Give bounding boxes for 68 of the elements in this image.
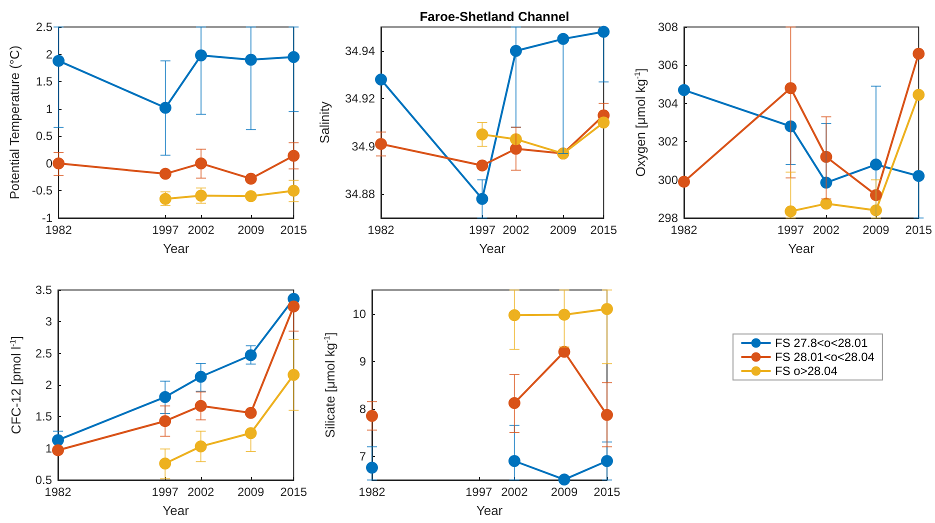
y-tick-label: -0.5 bbox=[32, 184, 53, 198]
x-tick-label: 2009 bbox=[862, 223, 890, 237]
legend-label: FS 28.01<o<28.04 bbox=[775, 350, 875, 364]
x-tick-label: 2015 bbox=[905, 223, 932, 237]
x-tick-label: 2002 bbox=[502, 223, 530, 237]
x-tick-label: 1982 bbox=[45, 223, 72, 237]
y-tick-label: 1.5 bbox=[36, 74, 53, 89]
x-tick-label: 2015 bbox=[280, 223, 308, 237]
x-axis-title: Year bbox=[162, 503, 190, 518]
x-tick-label: 1997 bbox=[468, 223, 496, 237]
x-axis-title: Year bbox=[788, 241, 816, 256]
x-tick-label: 2015 bbox=[280, 485, 308, 499]
y-tick-label: 34.94 bbox=[344, 44, 376, 58]
x-tick-label: 2002 bbox=[188, 223, 215, 237]
x-tick-label: 2002 bbox=[187, 485, 214, 499]
y-tick-label: 9 bbox=[359, 354, 366, 368]
x-tick-label: 2009 bbox=[550, 223, 577, 237]
legend-label: FS 27.8<o<28.01 bbox=[775, 336, 868, 350]
y-tick-label: 7 bbox=[359, 449, 366, 464]
x-tick-label: 2009 bbox=[237, 485, 264, 499]
y-tick-label: 3.5 bbox=[35, 283, 52, 297]
y-tick-label: 8 bbox=[359, 402, 366, 416]
x-tick-label: 1997 bbox=[777, 223, 804, 237]
y-tick-label: 304 bbox=[658, 96, 678, 110]
y-axis-title: Silicate [μmol kg-1] bbox=[322, 332, 338, 438]
y-tick-label: 1.5 bbox=[35, 410, 52, 424]
x-tick-label: 1982 bbox=[358, 485, 386, 499]
y-tick-label: 2 bbox=[46, 47, 53, 62]
y-tick-label: 34.88 bbox=[344, 187, 376, 202]
y-tick-label: 302 bbox=[658, 134, 678, 149]
y-tick-label: 2 bbox=[45, 378, 52, 392]
x-tick-label: 1982 bbox=[44, 485, 72, 499]
y-tick-label: 3 bbox=[45, 314, 52, 329]
legend-label: FS o>28.04 bbox=[775, 364, 838, 378]
y-tick-label: 10 bbox=[352, 306, 366, 321]
y-tick-label: 2.5 bbox=[36, 20, 53, 34]
y-tick-label: 1 bbox=[46, 102, 53, 116]
y-axis-title: Salinity bbox=[317, 101, 332, 144]
x-tick-label: 2015 bbox=[590, 223, 618, 237]
x-tick-label: 2002 bbox=[501, 485, 528, 499]
y-tick-label: 0.5 bbox=[36, 129, 53, 144]
x-axis-title: Year bbox=[479, 241, 506, 256]
x-tick-label: 1997 bbox=[465, 485, 492, 499]
y-tick-label: 1 bbox=[45, 441, 52, 456]
y-tick-label: 34.92 bbox=[344, 92, 376, 106]
x-tick-label: 2015 bbox=[594, 485, 621, 499]
y-tick-label: 306 bbox=[658, 58, 678, 72]
chart-title: Faroe-Shetland Channel bbox=[420, 9, 570, 24]
y-tick-label: 2.5 bbox=[35, 346, 52, 360]
y-tick-label: 300 bbox=[658, 172, 678, 187]
x-tick-label: 1982 bbox=[368, 223, 395, 237]
y-tick-label: 308 bbox=[658, 20, 678, 34]
x-tick-label: 1997 bbox=[152, 223, 180, 237]
y-tick-label: -1 bbox=[42, 211, 53, 225]
x-tick-label: 1997 bbox=[152, 485, 179, 499]
y-tick-label: 298 bbox=[658, 211, 678, 225]
y-axis-title: CFC-12 [pmol l-1] bbox=[8, 336, 24, 434]
y-tick-label: 34.9 bbox=[352, 139, 376, 154]
x-axis-title: Year bbox=[476, 503, 504, 518]
x-tick-label: 1982 bbox=[670, 223, 698, 237]
y-axis-title: Oxygen [μmol kg-1] bbox=[633, 68, 648, 177]
x-tick-label: 2009 bbox=[550, 485, 578, 499]
x-tick-label: 2009 bbox=[238, 223, 265, 237]
x-tick-label: 2002 bbox=[812, 223, 840, 237]
x-axis-title: Year bbox=[162, 241, 190, 256]
y-axis-title: Potential Temperature (°C) bbox=[7, 46, 22, 200]
y-tick-label: 0 bbox=[46, 156, 53, 170]
y-tick-label: 0.5 bbox=[35, 473, 52, 487]
